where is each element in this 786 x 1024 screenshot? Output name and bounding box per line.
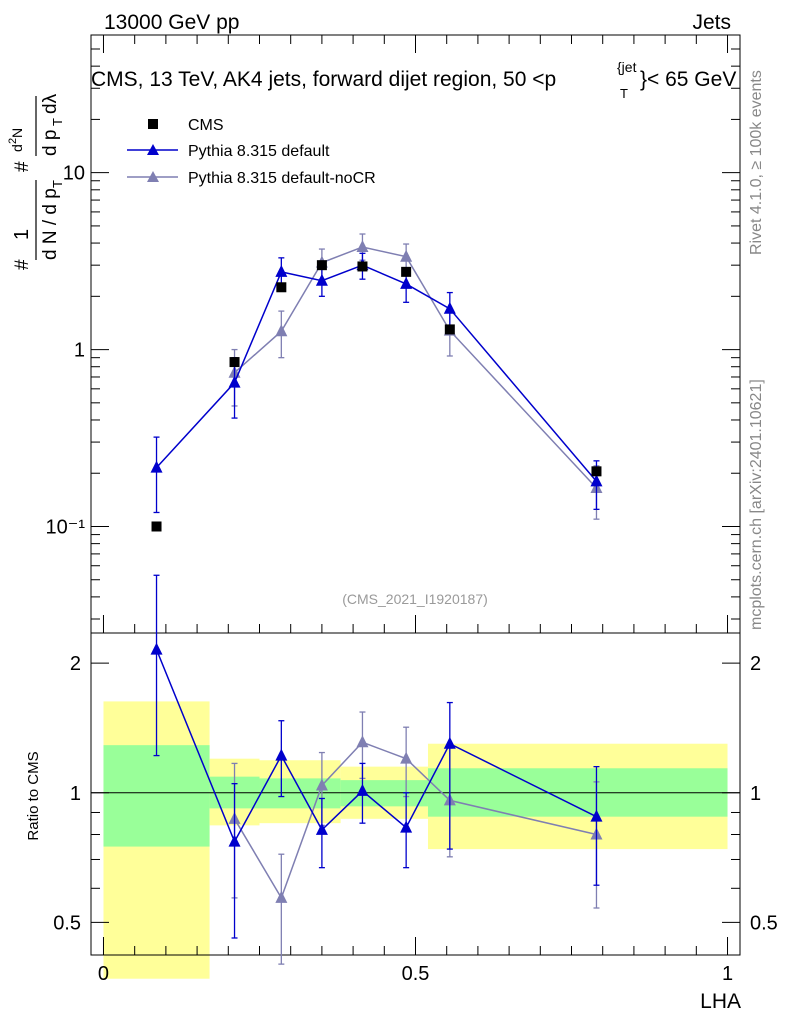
- svg-text:N: N: [9, 128, 25, 138]
- svg-text:}< 65 GeV: }< 65 GeV: [640, 68, 736, 91]
- analysis-watermark: (CMS_2021_I1920187): [342, 591, 488, 607]
- main-y-tick-labels: 10⁻¹ 1 10: [46, 163, 86, 539]
- legend-entry-pythia-default: Pythia 8.315 default: [127, 143, 330, 160]
- ratio-y-tick-label: 0.5: [53, 912, 81, 934]
- svg-text:T: T: [50, 118, 65, 126]
- legend-marker-pythia-nocr: [147, 171, 159, 182]
- energy-label: 13000 GeV pp: [104, 11, 239, 34]
- ratio-series: [150, 574, 603, 965]
- cms-data-point: [276, 282, 287, 293]
- svg-text:T: T: [620, 86, 628, 101]
- svg-text:d: d: [9, 144, 25, 152]
- mcplots-label: mcplots.cern.ch [arXiv:2401.10621]: [748, 379, 765, 630]
- ratio-pythia-nocr-marker: [275, 890, 288, 903]
- ratio-pythia-default-line: [155, 649, 597, 844]
- pythia-nocr-marker: [400, 249, 413, 262]
- ratio-band-green: [259, 778, 341, 809]
- category-label: Jets: [692, 11, 731, 34]
- rivet-label: Rivet 4.1.0, ≥ 100k events: [748, 70, 765, 255]
- ratio-y-tick-label-right: 0.5: [750, 912, 778, 934]
- svg-text:CMS, 13 TeV, AK4 jets, forward: CMS, 13 TeV, AK4 jets, forward dijet reg…: [91, 68, 556, 91]
- ratio-y-tick-label-right: 2: [750, 653, 761, 675]
- ratio-pythia-default-marker: [228, 834, 241, 847]
- ratio-ylabel: Ratio to CMS: [25, 751, 42, 840]
- main-ticks: [91, 34, 740, 633]
- main-panel: 10⁻¹ 1 10 CMS, 13 TeV, AK4 jets, forward d…: [46, 34, 741, 634]
- svg-text:#: #: [12, 259, 33, 270]
- ratio-panel: 0.5 0.5 1 1 2 2 0 0.5 1 Ratio to CMS LHA: [25, 574, 778, 1013]
- ratio-pythia-nocr-marker: [356, 735, 369, 748]
- svg-text:#: #: [12, 161, 33, 172]
- ratio-pythia-default-marker: [443, 736, 456, 749]
- x-tick-label: 1: [722, 963, 733, 985]
- main-title: CMS, 13 TeV, AK4 jets, forward dijet reg…: [91, 59, 736, 101]
- ratio-pythia-default-marker: [400, 820, 413, 833]
- ratio-pythia-default-marker: [150, 642, 163, 655]
- cms-data-point: [316, 260, 327, 271]
- ratio-y-tick-label-right: 1: [750, 783, 761, 805]
- pythia-default-marker: [400, 276, 413, 289]
- pythia-default-marker: [443, 301, 456, 314]
- ratio-tick-labels: 0.5 0.5 1 1 2 2 0 0.5 1: [53, 653, 778, 985]
- main-series: [150, 233, 603, 532]
- ratio-pythia-nocr-marker: [315, 778, 328, 791]
- ratio-pythia-default-marker: [275, 748, 288, 761]
- cms-data-point: [151, 521, 162, 532]
- cms-data-point: [444, 324, 455, 335]
- svg-text:2: 2: [7, 138, 19, 144]
- legend-entry-cms: CMS: [148, 117, 224, 134]
- cms-data-point: [591, 466, 602, 477]
- legend-marker-pythia-default: [147, 144, 159, 155]
- svg-text:d p: d p: [40, 130, 61, 156]
- pythia-default-marker: [150, 460, 163, 473]
- svg-text:1: 1: [11, 229, 33, 240]
- legend-label-pythia-default: Pythia 8.315 default: [188, 143, 330, 160]
- svg-text:d N / d p: d N / d p: [40, 188, 61, 260]
- x-tick-label: 0.5: [402, 963, 430, 985]
- main-y-tick-label: 10: [63, 163, 85, 185]
- ratio-y-tick-label: 1: [70, 783, 81, 805]
- svg-text:dλ: dλ: [40, 93, 61, 114]
- legend: CMS Pythia 8.315 default Pythia 8.315 de…: [127, 117, 376, 187]
- main-y-tick-label: 1: [74, 340, 85, 362]
- pythia-default-marker: [275, 264, 288, 277]
- ratio-pythia-default-marker: [356, 783, 369, 796]
- cms-data-point: [401, 266, 412, 277]
- legend-label-pythia-nocr: Pythia 8.315 default-noCR: [188, 170, 376, 187]
- svg-text:T: T: [50, 180, 65, 188]
- x-axis-label: LHA: [700, 990, 741, 1013]
- main-y-tick-label: 10⁻¹: [46, 516, 86, 538]
- pythia-nocr-marker: [275, 324, 288, 337]
- pythia-default-marker: [590, 474, 603, 487]
- pythia-nocr-marker: [356, 240, 369, 253]
- cms-data-point: [357, 261, 368, 272]
- legend-marker-cms: [148, 119, 158, 129]
- pythia-default-marker: [315, 273, 328, 286]
- legend-label-cms: CMS: [188, 117, 224, 134]
- ratio-band-green: [103, 745, 210, 847]
- ratio-y-tick-label: 2: [70, 653, 81, 675]
- legend-entry-pythia-nocr: Pythia 8.315 default-noCR: [127, 170, 376, 187]
- pythia-nocr-line: [234, 246, 598, 489]
- main-ylabel: # 1 d N / d p T # d 2 N d p T dλ: [7, 93, 65, 270]
- pythia-default-line: [155, 264, 598, 482]
- ratio-pythia-default-marker: [315, 822, 328, 835]
- ratio-pythia-nocr-marker: [400, 751, 413, 764]
- ratio-pythia-default-marker: [590, 809, 603, 822]
- cms-data-point: [229, 357, 240, 368]
- svg-text:{jet: {jet: [617, 59, 637, 75]
- pythia-default-marker: [228, 375, 241, 388]
- x-tick-label: 0: [98, 963, 109, 985]
